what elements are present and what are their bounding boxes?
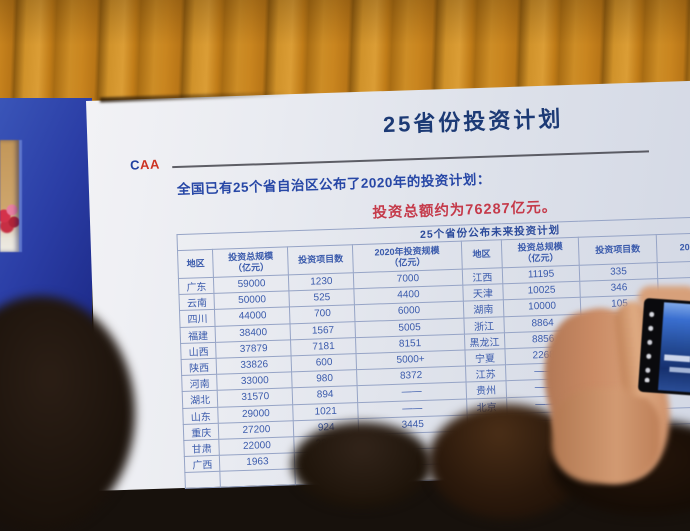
smartphone [637, 297, 690, 397]
column-header-7: 2020年投资规模（亿元） [656, 229, 690, 263]
table-cell: 黑龙江 [463, 332, 505, 351]
table-cell: 陕西 [181, 358, 218, 376]
table-cell [220, 469, 296, 488]
table-cell: 湖北 [182, 390, 219, 408]
table-cell: 浙江 [463, 316, 505, 334]
hand-wrist [552, 388, 660, 483]
table-cell: 重庆 [183, 422, 220, 441]
column-header-4: 地区 [460, 239, 503, 270]
table-cell: 宁夏 [464, 348, 506, 367]
phone-edge-dots [644, 310, 655, 383]
audience-head-middle [292, 422, 432, 507]
phone-screen [657, 302, 690, 394]
column-header-6: 投资项目数 [578, 234, 658, 266]
phone-screen-highlight [669, 366, 690, 374]
column-header-3: 2020年投资规模 （亿元） [352, 241, 462, 273]
column-header-2: 投资项目数 [287, 244, 354, 275]
table-cell: 湖南 [462, 300, 504, 318]
caa-logo-red: AA [139, 156, 161, 173]
table-cell [184, 471, 221, 489]
column-header-0: 地区 [177, 249, 214, 279]
table-cell: 广西 [184, 455, 221, 473]
table-cell: 甘肃 [183, 439, 220, 457]
table-cell: 广东 [178, 277, 215, 295]
table-cell: 江苏 [465, 364, 507, 383]
table-cell: 江西 [461, 267, 503, 286]
table-cell: 云南 [178, 293, 215, 311]
table-cell: 山西 [180, 342, 217, 360]
column-header-1: 投资总规模 （亿元） [212, 246, 289, 278]
table-cell: 河南 [181, 374, 218, 392]
slide-title: 25省份投资计划 [382, 106, 564, 138]
column-header-5: 投资总规模 （亿元） [501, 237, 580, 268]
slide-subtitle: 全国已有25个省自治区公布了2020年的投资计划： [176, 171, 492, 198]
table-cell: 福建 [180, 325, 217, 344]
table-cell: 山东 [182, 406, 219, 425]
caa-logo: CAA [130, 157, 160, 173]
caa-logo-blue: C [129, 157, 141, 173]
table-cell: 贵州 [465, 381, 507, 399]
phone-screen-highlight [664, 354, 690, 363]
flower-arrangement [0, 140, 22, 252]
table-cell: 四川 [179, 309, 216, 328]
table-cell: 天津 [462, 283, 504, 302]
